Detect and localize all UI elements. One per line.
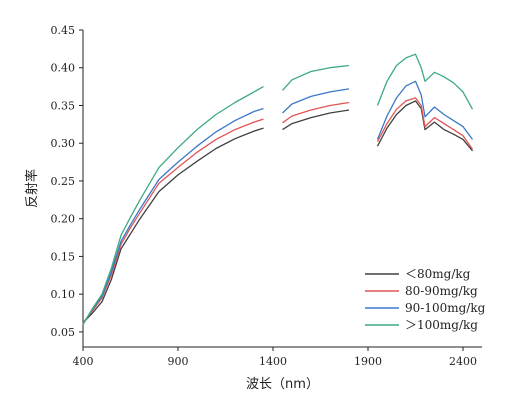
series-line-3 <box>82 80 474 325</box>
y-tick-label: 0.40 <box>51 62 76 75</box>
x-tick-label: 1900 <box>354 355 382 368</box>
y-tick-label: 0.10 <box>51 288 76 301</box>
series-line-4 <box>82 53 474 325</box>
y-tick-label: 0.45 <box>51 24 76 37</box>
x-tick-label: 2400 <box>449 355 477 368</box>
x-tick-label: 400 <box>73 355 94 368</box>
series-lines <box>82 53 474 325</box>
y-tick-label: 0.25 <box>51 175 76 188</box>
x-tick-label: 900 <box>168 355 189 368</box>
x-tick-label: 1400 <box>259 355 287 368</box>
legend-label: ＜80mg/kg <box>405 267 471 281</box>
y-tick-label: 0.30 <box>51 137 76 150</box>
y-axis-label: 反射率 <box>24 169 40 208</box>
y-tick-label: 0.20 <box>51 213 76 226</box>
y-tick-label: 0.05 <box>51 326 76 339</box>
y-tick-label: 0.15 <box>51 250 76 263</box>
legend-label: ＞100mg/kg <box>405 318 478 332</box>
legend-label: 90-100mg/kg <box>405 301 486 315</box>
legend: ＜80mg/kg 80-90mg/kg 90-100mg/kg ＞100mg/kg <box>365 267 486 332</box>
x-axis-label: 波长（nm） <box>246 377 319 392</box>
y-tick-label: 0.35 <box>51 99 76 112</box>
axes <box>82 30 482 348</box>
ticks: 400 900 1400 1900 2400 0.05 0.10 0.15 0.20 0.25 0.… <box>51 24 478 368</box>
legend-label: 80-90mg/kg <box>405 284 478 298</box>
